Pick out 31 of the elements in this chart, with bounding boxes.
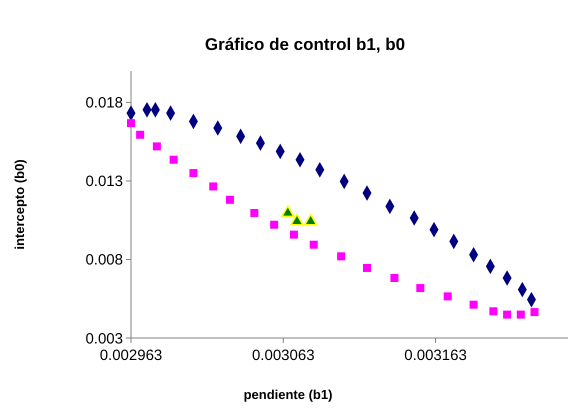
x-axis-title: pendiente (b1)	[244, 387, 332, 402]
x-tick-label: 0.003163	[404, 347, 467, 364]
point	[127, 119, 135, 128]
point	[290, 230, 298, 239]
point	[250, 208, 258, 217]
point	[390, 274, 398, 282]
chart-title: Gráfico de control b1, b0	[204, 35, 406, 54]
point	[416, 284, 424, 292]
point	[363, 264, 372, 272]
point	[136, 130, 144, 139]
point	[226, 196, 234, 204]
point	[170, 156, 178, 164]
point	[152, 142, 161, 150]
y-tick-label: 0.003	[85, 330, 123, 348]
point	[270, 220, 278, 229]
x-tick-label: 0.002963	[100, 347, 162, 364]
point	[310, 240, 318, 249]
point	[516, 310, 525, 319]
y-tick-label: 0.018	[85, 94, 123, 112]
point	[489, 307, 498, 316]
point	[470, 300, 478, 309]
y-axis-title: intercepto (b0)	[12, 159, 27, 250]
point	[189, 169, 198, 178]
point	[209, 182, 218, 190]
point	[444, 292, 452, 300]
point	[503, 310, 512, 319]
point	[530, 308, 538, 316]
y-tick-label: 0.013	[85, 173, 123, 190]
x-tick-label: 0.003063	[252, 347, 315, 364]
point	[337, 252, 346, 260]
y-tick-label: 0.008	[85, 252, 123, 269]
